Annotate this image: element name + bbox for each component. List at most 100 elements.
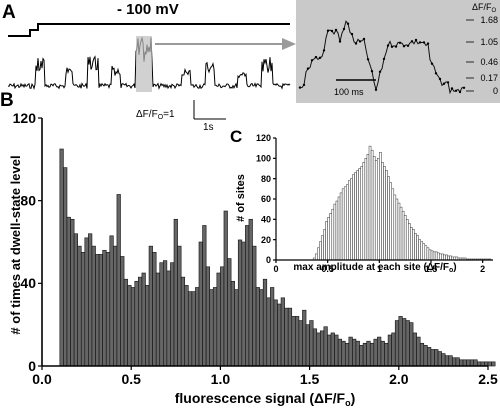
histogram-bar (138, 276, 143, 367)
inset-data-point (330, 29, 334, 33)
histogram-bar (430, 349, 435, 367)
inset-data-point (366, 58, 370, 61)
histogram-bar (262, 278, 268, 367)
inset-data-point (346, 22, 350, 25)
histogram-bar (237, 239, 243, 367)
x-tick-label: 2 (480, 264, 485, 274)
inset-data-point (386, 44, 390, 47)
histogram-bar (348, 180, 351, 261)
inset-level-labels: 1.68 1.05 0.46 0.17 0 (466, 15, 498, 96)
histogram-bar (399, 206, 403, 261)
inset-time-bar-label: 100 ms (334, 87, 364, 97)
inset-data-point (354, 42, 358, 45)
inset-data-point (314, 55, 318, 59)
histogram-bar (270, 287, 275, 367)
histogram-bar (354, 172, 357, 261)
histogram-bar (444, 355, 450, 367)
histogram-bar (412, 229, 415, 261)
inset-data-point (438, 77, 442, 81)
histogram-bar (325, 221, 328, 261)
histogram-bar (173, 218, 178, 367)
histogram-bar (412, 332, 417, 367)
histogram-bar (329, 212, 333, 261)
histogram-bar (266, 297, 271, 367)
inset-data-point (426, 42, 430, 45)
histogram-bar (273, 299, 278, 367)
histogram-bar (105, 252, 111, 367)
histogram-bar (141, 272, 146, 367)
histogram-bar (377, 336, 382, 367)
inset-data-point (362, 37, 366, 41)
histogram-bar (284, 307, 289, 367)
histogram-bar (402, 318, 407, 367)
inset-data-point (450, 87, 454, 90)
histogram-bar (441, 353, 446, 367)
panel-a: A - 100 mV ΔF/FO=1 1s 100 ms ΔF/FO 1.681… (2, 0, 500, 133)
histogram-bar (466, 359, 471, 367)
inset-level-label: 0 (493, 86, 498, 96)
histogram-bar (333, 203, 337, 261)
histogram-bar (145, 285, 150, 367)
inset-background (296, 0, 500, 103)
histogram-bar (419, 342, 425, 367)
inset-data-point (398, 41, 402, 44)
chart-c-ylabel: # of sites (235, 174, 247, 222)
inset-data-point (378, 70, 382, 74)
histogram-bar (430, 250, 434, 261)
histogram-bar (209, 289, 214, 367)
histogram-bar (432, 251, 436, 261)
inset-data-point (402, 45, 406, 48)
histogram-bar (373, 338, 378, 367)
histogram-bar (405, 320, 410, 367)
inset-data-point (418, 41, 422, 44)
voltage-step-line (8, 23, 290, 37)
x-tick-label: 1.5 (300, 371, 320, 387)
histogram-bar (393, 194, 397, 261)
histogram-bar (327, 334, 332, 367)
histogram-bar (223, 210, 228, 367)
histogram-bar (391, 188, 395, 261)
histogram-bar (410, 227, 413, 261)
histogram-bar (287, 307, 293, 367)
y-tick-label: 0 (266, 255, 271, 265)
scale-bar-y-label: ΔF/FO=1 (136, 109, 175, 121)
histogram-bar (362, 162, 366, 261)
histogram-bar (116, 194, 121, 367)
histogram-bar (220, 266, 225, 367)
histogram-bar (368, 145, 372, 261)
histogram-bar (127, 285, 132, 367)
histogram-bar (409, 322, 414, 367)
inset-data-point (310, 59, 314, 62)
panel-a-label: A (2, 2, 16, 23)
histogram-bar (439, 253, 442, 261)
histogram-bar (184, 285, 189, 367)
histogram-bar (449, 255, 452, 261)
histogram-bar (346, 184, 349, 261)
histogram-bar (180, 276, 186, 367)
y-tick-label: 20 (261, 235, 271, 245)
y-tick-label: 80 (261, 174, 271, 184)
x-tick-label: 1 (377, 264, 382, 274)
histogram-bar (385, 170, 388, 261)
zoom-arrowhead (282, 38, 296, 50)
panel-c-label: C (230, 127, 242, 146)
histogram-bar (381, 162, 384, 261)
y-tick-label: 120 (256, 133, 271, 143)
histogram-bar (331, 208, 335, 261)
inset-data-point (454, 89, 458, 93)
histogram-bar (102, 249, 107, 367)
histogram-bar (395, 198, 399, 261)
y-tick-label: 40 (20, 275, 36, 291)
histogram-bar (469, 359, 475, 367)
histogram-bar (374, 160, 378, 261)
histogram-bar (320, 330, 325, 367)
inset-data-point (462, 86, 466, 90)
histogram-bar (401, 210, 405, 261)
inset-level-label: 0.17 (480, 73, 498, 83)
histogram-bar (423, 345, 428, 367)
histogram-bar (428, 249, 432, 261)
histogram-bar (434, 251, 438, 261)
histogram-bar (113, 245, 118, 367)
histogram-bar (341, 188, 345, 261)
